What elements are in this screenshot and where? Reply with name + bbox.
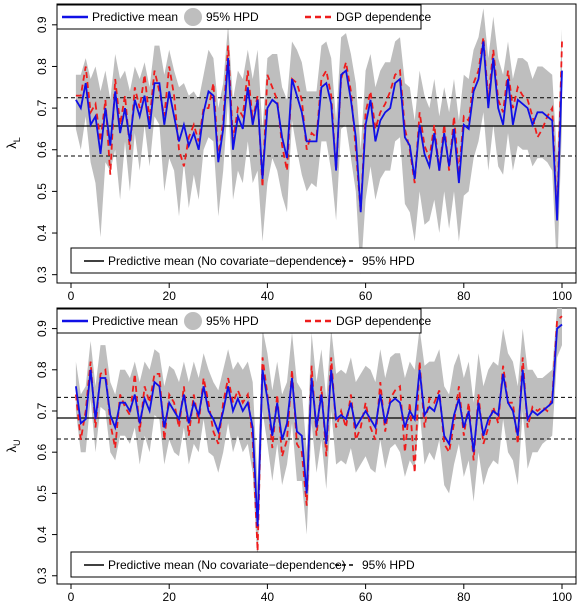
x-tick-label: 80 bbox=[457, 289, 471, 303]
predictive-mean-line bbox=[75, 323, 563, 527]
x-tick-label: 80 bbox=[457, 590, 471, 604]
x-tick-label: 20 bbox=[163, 289, 177, 303]
legend-swatch-hpd bbox=[184, 312, 202, 330]
legend-label-mean-no-cov: Predictive mean (No covariate−dependence… bbox=[108, 254, 346, 268]
y-tick-label: 0.5 bbox=[35, 485, 49, 502]
legend-bottom: Predictive mean (No covariate−dependence… bbox=[70, 551, 577, 578]
legend-box bbox=[70, 247, 577, 274]
plot-frame bbox=[56, 3, 577, 284]
y-tick-label: 0.9 bbox=[35, 320, 49, 337]
panel-lambda-u: 0 20 40 60 80 100 0.3 0.4 0.5 0.6 0.7 0.8 0.9 λU Pre… bbox=[4, 307, 577, 604]
y-tick-label: 0.3 bbox=[35, 567, 49, 584]
x-tick-label: 60 bbox=[359, 289, 373, 303]
legend-label-dgp: DGP dependence bbox=[336, 10, 432, 24]
y-tick-label: 0.6 bbox=[35, 141, 49, 158]
panel-lambda-l: 0 20 40 60 80 100 0.3 0.4 0.5 0.6 0.7 0.8 0.9 λL Pre… bbox=[4, 3, 577, 303]
x-tick-label: 0 bbox=[68, 590, 75, 604]
y-tick-label: 0.8 bbox=[35, 361, 49, 378]
legend-box bbox=[56, 308, 422, 334]
y-axis-label: λL bbox=[4, 137, 22, 149]
x-tick-label: 100 bbox=[552, 590, 572, 604]
legend-bottom: Predictive mean (No covariate−dependence… bbox=[70, 247, 577, 274]
x-tick-label: 40 bbox=[261, 590, 275, 604]
legend-label-hpd-dashed: 95% HPD bbox=[362, 558, 415, 572]
x-tick-label: 100 bbox=[552, 289, 572, 303]
y-tick-label: 0.5 bbox=[35, 183, 49, 200]
y-tick-label: 0.3 bbox=[35, 266, 49, 283]
legend-label-hpd: 95% HPD bbox=[206, 10, 259, 24]
y-tick-label: 0.7 bbox=[35, 402, 49, 419]
x-tick-label: 40 bbox=[261, 289, 275, 303]
x-tick-label: 60 bbox=[359, 590, 373, 604]
legend-label-hpd-dashed: 95% HPD bbox=[362, 254, 415, 268]
plot-frame bbox=[56, 307, 577, 585]
legend-label-dgp: DGP dependence bbox=[336, 314, 432, 328]
y-axis-label: λU bbox=[4, 440, 22, 453]
y-tick-label: 0.4 bbox=[35, 224, 49, 241]
y-tick-label: 0.9 bbox=[35, 16, 49, 33]
legend-top: Predictive mean 95% HPD DGP dependence bbox=[56, 308, 432, 334]
x-tick-label: 20 bbox=[163, 590, 177, 604]
y-tick-label: 0.7 bbox=[35, 99, 49, 116]
legend-top: Predictive mean 95% HPD DGP dependence bbox=[56, 4, 432, 30]
hpd-band bbox=[75, 8, 563, 275]
legend-swatch-hpd bbox=[184, 8, 202, 26]
hpd-band bbox=[75, 308, 563, 564]
legend-label-predictive-mean: Predictive mean bbox=[92, 314, 178, 328]
legend-box bbox=[70, 551, 577, 578]
y-tick-label: 0.4 bbox=[35, 526, 49, 543]
legend-box bbox=[56, 4, 422, 30]
x-tick-label: 0 bbox=[68, 289, 75, 303]
y-tick-label: 0.8 bbox=[35, 58, 49, 75]
legend-label-mean-no-cov: Predictive mean (No covariate−dependence… bbox=[108, 558, 346, 572]
legend-label-hpd: 95% HPD bbox=[206, 314, 259, 328]
predictive-mean-line bbox=[75, 41, 563, 221]
y-tick-label: 0.6 bbox=[35, 444, 49, 461]
legend-label-predictive-mean: Predictive mean bbox=[92, 10, 178, 24]
